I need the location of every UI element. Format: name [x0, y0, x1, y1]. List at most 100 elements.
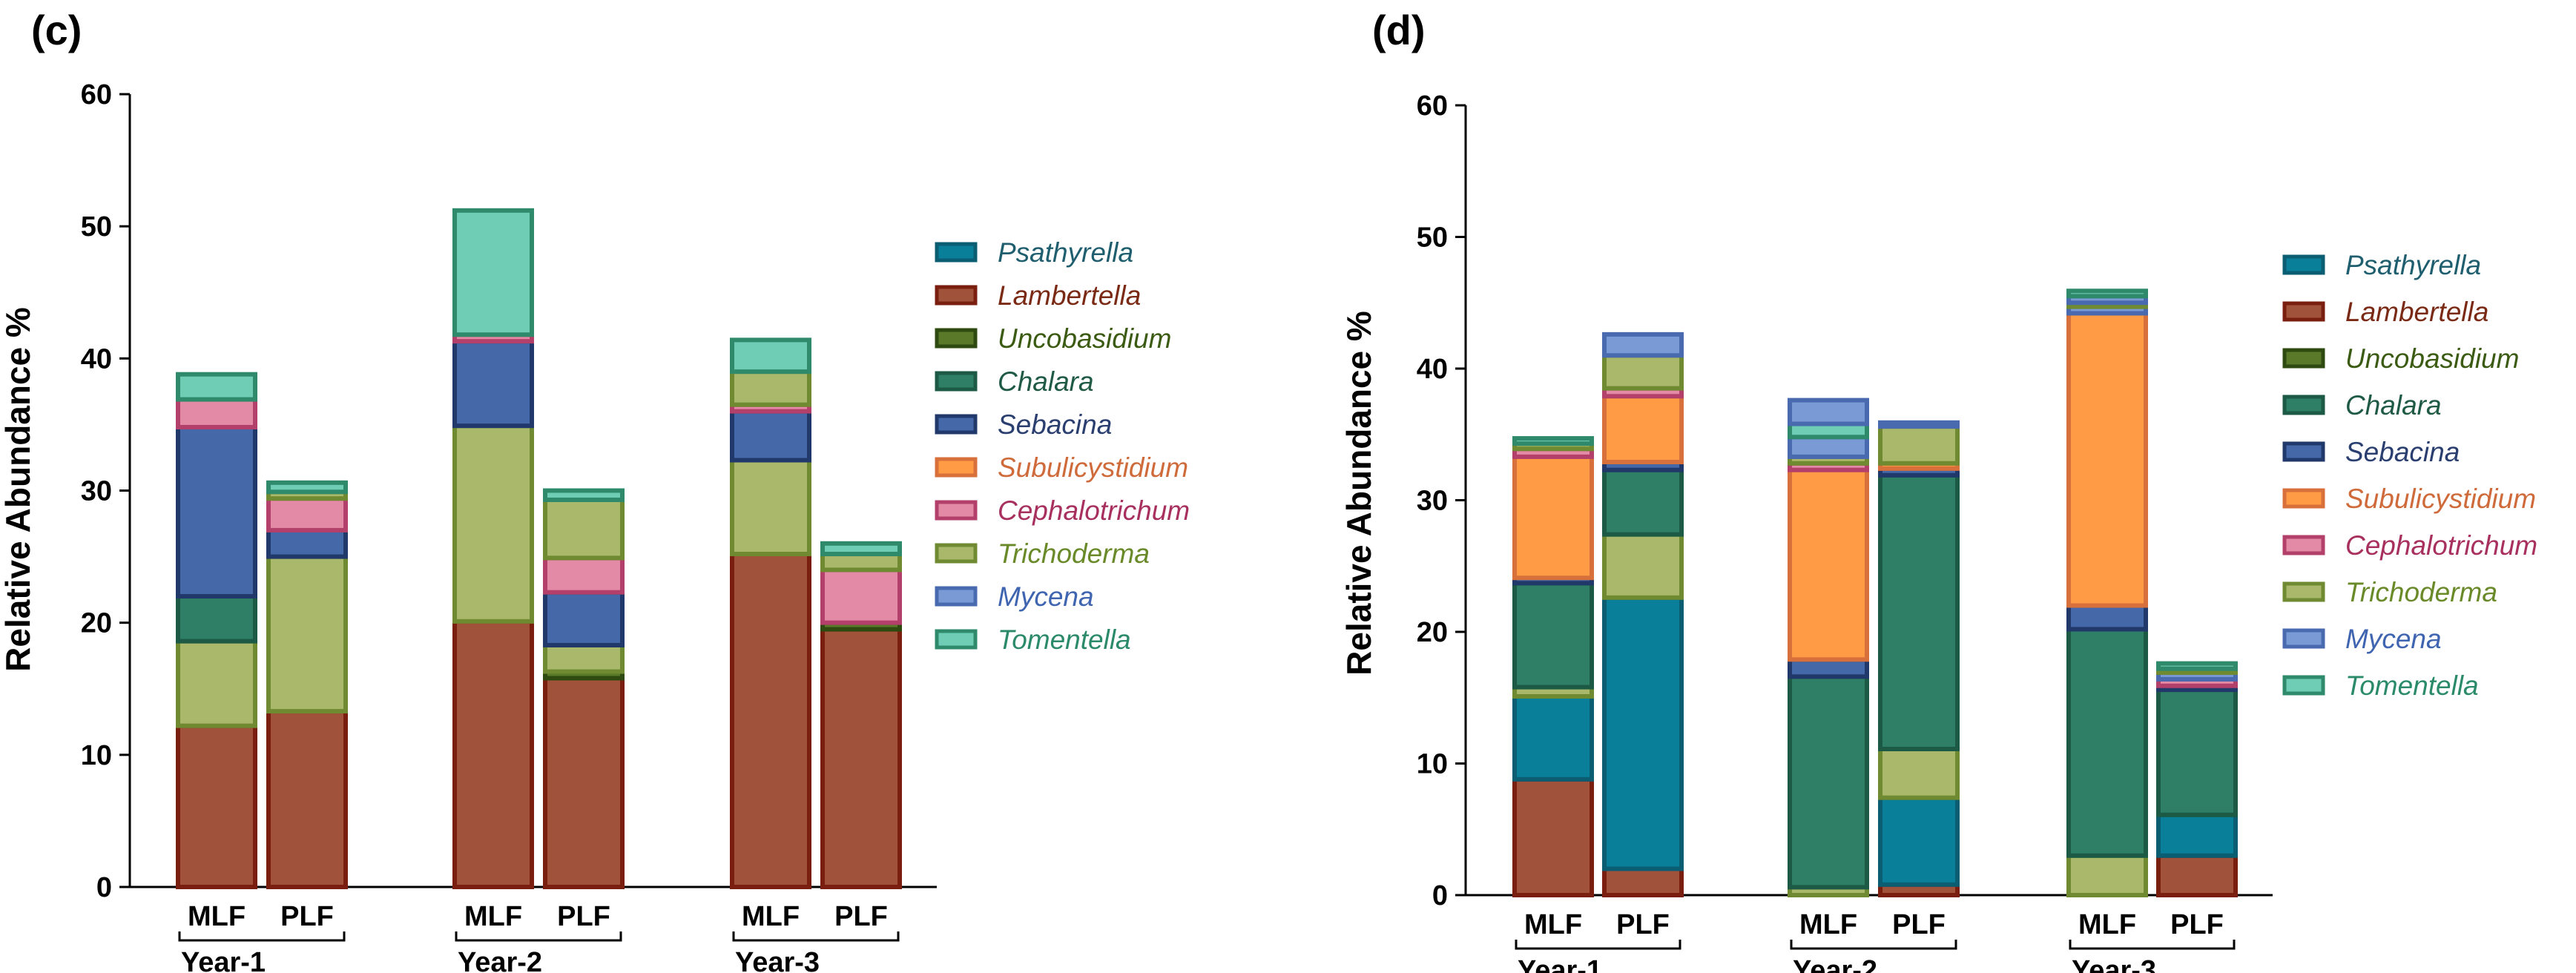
- legend-swatch-tomentella: [935, 629, 978, 650]
- group-bracket: [1790, 940, 1957, 950]
- y-tick-label: 10: [81, 740, 112, 771]
- legend-swatch-trichoderma: [2282, 581, 2325, 602]
- bar-segment-trichoderma: [543, 497, 625, 561]
- y-tick-label: 30: [1417, 486, 1448, 517]
- bar-segment-cephalotrichum: [266, 496, 348, 532]
- bar-segment-chalara: [1878, 472, 1960, 751]
- legend-swatch-subulicystidium: [2282, 488, 2325, 509]
- legend-label-sebacina: Sebacina: [2345, 437, 2460, 467]
- legend-swatch-psathyrella: [935, 242, 978, 263]
- x-group-label: Year-1: [1518, 955, 1602, 973]
- panel-c-chart: (c) Relative Abundance % 0 10 20 30 40 50 60 MLF P…: [0, 7, 1190, 973]
- x-category-label: MLF: [1799, 909, 1857, 940]
- bar-segment-sebacina: [2066, 603, 2148, 632]
- bar-segment-lambertella: [176, 723, 257, 889]
- bar-segment-cephalotrichum: [820, 567, 902, 625]
- bar-segment-mycena: [1602, 332, 1684, 358]
- x-group-label: Year-2: [458, 947, 542, 973]
- bar-segment-lambertella: [820, 627, 902, 889]
- bar-segment-psathyrella: [2156, 812, 2238, 858]
- bar-segment-subulicystidium: [1602, 394, 1684, 465]
- y-tick-label: 0: [1432, 880, 1448, 911]
- group-bracket: [1515, 940, 1681, 950]
- bar-segment-lambertella: [543, 676, 625, 889]
- x-category-label: MLF: [464, 901, 522, 932]
- x-category-label: PLF: [1616, 909, 1670, 940]
- x-group-label: Year-3: [735, 947, 820, 973]
- y-axis-label: Relative Abundance %: [0, 307, 37, 672]
- legend-label-psathyrella: Psathyrella: [2345, 250, 2481, 280]
- bar-segment-lambertella: [1602, 866, 1684, 897]
- legend-label-lambertella: Lambertella: [2345, 297, 2488, 327]
- x-group-label: Year-2: [1793, 955, 1877, 973]
- group-bracket: [732, 931, 900, 942]
- bar-segment-mycena: [1878, 420, 1960, 429]
- bar-segment-chalara: [1512, 581, 1594, 690]
- bar-segment-tomentella: [266, 480, 348, 495]
- bar-segment-tomentella: [730, 337, 811, 375]
- panel-label: (c): [31, 7, 82, 53]
- y-tick-label: 60: [1417, 90, 1448, 122]
- legend-label-trichoderma: Trichoderma: [2345, 577, 2497, 607]
- bar-segment-sebacina: [1788, 657, 1869, 679]
- legend-swatch-mycena: [2282, 628, 2325, 649]
- bar-segment-trichoderma: [820, 552, 902, 573]
- bar-segment-cephalotrichum: [543, 555, 625, 595]
- bar-segment-sebacina: [452, 339, 534, 429]
- x-category-label: PLF: [1892, 909, 1946, 940]
- bar-segment-lambertella: [2156, 853, 2238, 897]
- legend-swatch-lambertella: [935, 285, 978, 306]
- y-tick-label: 30: [81, 476, 112, 507]
- x-category-label: PLF: [557, 901, 610, 932]
- bar-segment-trichoderma: [730, 369, 811, 407]
- legend-swatch-uncobasidium: [2282, 348, 2325, 369]
- y-tick-label: 20: [81, 608, 112, 639]
- bar-segment-tomentella: [820, 541, 902, 557]
- legend-swatch-tomentella: [2282, 675, 2325, 696]
- legend-label-lambertella: Lambertella: [998, 280, 1141, 311]
- bar-segment-psathyrella: [1878, 795, 1960, 887]
- bar-segment-trichoderma: [730, 458, 811, 557]
- x-category-label: MLF: [2078, 909, 2136, 940]
- bar-segment-subulicystidium: [1788, 467, 1869, 662]
- legend-swatch-sebacina: [935, 414, 978, 435]
- bar-segment-mycena: [1788, 435, 1869, 459]
- bar-segment-chalara: [2066, 627, 2148, 858]
- bar-segment-sebacina: [266, 527, 348, 559]
- bar-segment-psathyrella: [1602, 595, 1684, 871]
- legend-swatch-cephalotrichum: [2282, 535, 2325, 555]
- x-group-label: Year-3: [2072, 955, 2156, 973]
- legend-label-psathyrella: Psathyrella: [998, 237, 1133, 268]
- bar-segment-sebacina: [730, 409, 811, 463]
- y-tick-label: 40: [1417, 354, 1448, 385]
- legend-label-tomentella: Tomentella: [2345, 670, 2479, 701]
- x-category-label: PLF: [834, 901, 888, 932]
- x-category-label: MLF: [188, 901, 246, 932]
- bar-segment-cephalotrichum: [176, 397, 257, 429]
- bar-segment-tomentella: [2156, 661, 2238, 671]
- legend-swatch-lambertella: [2282, 301, 2325, 322]
- legend-label-chalara: Chalara: [2345, 390, 2442, 420]
- bar-segment-lambertella: [1512, 776, 1594, 898]
- legend-swatch-sebacina: [2282, 441, 2325, 462]
- bar-segment-trichoderma: [543, 642, 625, 674]
- y-tick-label: 60: [81, 79, 112, 111]
- group-bracket: [2069, 940, 2236, 950]
- bar-segment-trichoderma: [1878, 424, 1960, 466]
- legend-label-mycena: Mycena: [998, 581, 1094, 612]
- legend-label-subulicystidium: Subulicystidium: [998, 452, 1188, 483]
- y-tick-label: 50: [81, 211, 112, 243]
- bar-segment-lambertella: [452, 619, 534, 889]
- legend-swatch-trichoderma: [935, 543, 978, 564]
- y-tick-label: 40: [81, 343, 112, 375]
- legend-label-subulicystidium: Subulicystidium: [2345, 484, 2536, 514]
- bar-segment-tomentella: [176, 372, 257, 402]
- bar-segment-mycena: [1788, 398, 1869, 426]
- bar-segment-chalara: [1602, 467, 1684, 537]
- bar-segment-lambertella: [266, 709, 348, 889]
- panel-label: (d): [1372, 7, 1426, 53]
- legend-label-cephalotrichum: Cephalotrichum: [2345, 530, 2537, 561]
- bar-segment-lambertella: [730, 552, 811, 890]
- bar-segment-chalara: [176, 594, 257, 644]
- legend-swatch-subulicystidium: [935, 457, 978, 478]
